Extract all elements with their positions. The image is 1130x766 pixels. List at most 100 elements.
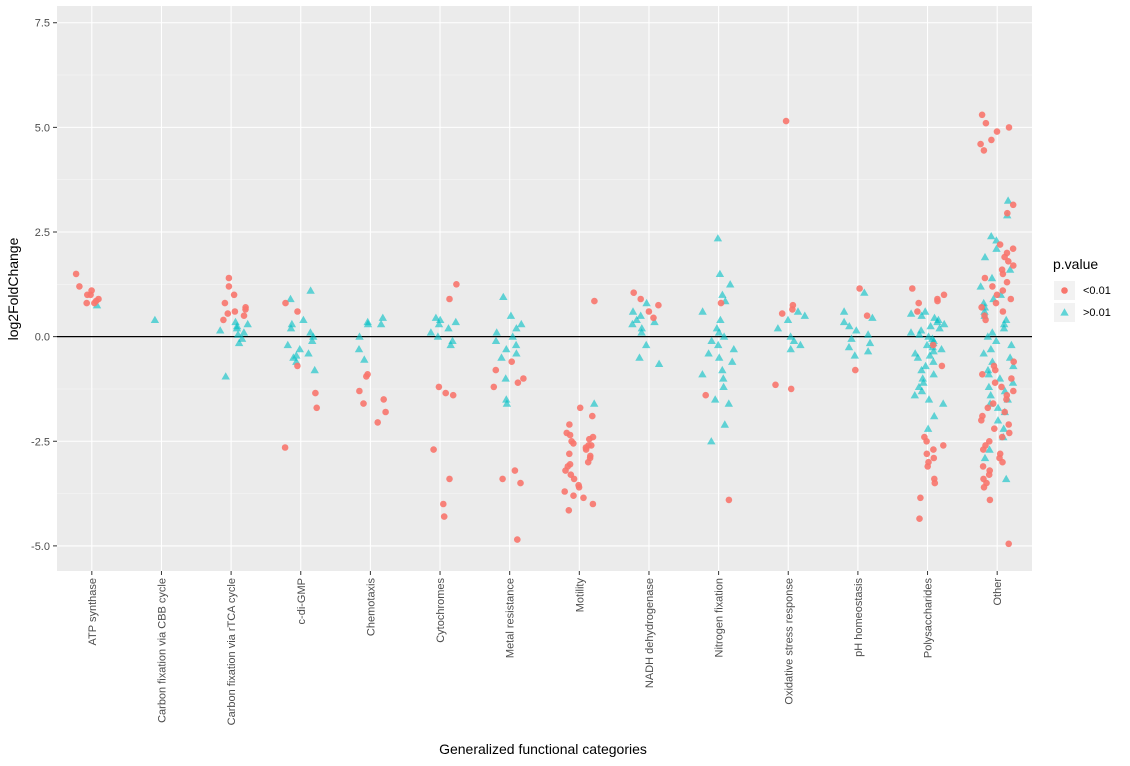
data-point-circle (514, 379, 522, 387)
data-point-circle (863, 312, 871, 320)
data-point-circle (91, 299, 98, 307)
data-point-triangle (502, 395, 511, 403)
data-point-circle (514, 536, 521, 543)
data-point-circle (979, 371, 986, 378)
data-point-circle (294, 308, 301, 315)
data-point-triangle (378, 313, 387, 321)
data-point-triangle (976, 282, 985, 290)
data-point-circle (1007, 295, 1015, 303)
data-point-circle (231, 308, 239, 315)
x-tick-label: Nitrogen fixation (714, 578, 726, 658)
data-point-triangle (984, 382, 994, 390)
data-point-triangle (865, 338, 875, 347)
x-tick-label: c-di-GMP (296, 578, 308, 624)
data-point-circle (916, 515, 923, 522)
data-point-triangle (426, 328, 436, 336)
data-point-triangle (906, 309, 916, 317)
data-point-triangle (436, 315, 445, 323)
data-point-circle (917, 494, 924, 502)
x-tick-label: Polysaccharides (923, 578, 935, 659)
data-point-triangle (839, 317, 849, 326)
data-point-circle (940, 291, 948, 299)
data-point-triangle (512, 349, 521, 357)
data-point-circle (430, 446, 437, 453)
data-point-circle (630, 289, 637, 297)
data-point-triangle (304, 349, 313, 357)
data-point-triangle (729, 345, 738, 353)
data-point-circle (582, 446, 590, 453)
data-point-circle (645, 308, 653, 315)
y-axis-title: log2FoldChange (5, 237, 21, 340)
data-point-triangle (933, 317, 942, 326)
data-point-circle (1004, 209, 1011, 217)
data-point-triangle (309, 332, 318, 340)
data-point-triangle (446, 340, 455, 349)
data-point-triangle (719, 332, 729, 340)
data-point-triangle (234, 338, 244, 347)
data-point-triangle (939, 399, 948, 407)
data-point-triangle (914, 382, 924, 390)
data-point-circle (225, 274, 233, 282)
data-point-circle (977, 140, 984, 148)
data-point-triangle (718, 290, 727, 298)
data-point-circle (360, 400, 367, 407)
data-point-circle (999, 287, 1007, 294)
data-point-triangle (987, 273, 997, 282)
minor-gridlines (57, 74, 1032, 494)
series-high-p (92, 196, 1018, 483)
y-tick-label: -5.0 (31, 541, 50, 553)
data-point-circle (589, 412, 596, 420)
data-point-triangle (444, 324, 453, 332)
data-point-circle (1005, 540, 1012, 548)
data-point-triangle (850, 351, 859, 359)
data-point-triangle (632, 315, 641, 323)
data-point-circle (224, 310, 232, 317)
y-axis: -5.0 -2.5 0.0 2.5 5.0 7.5 (31, 18, 57, 553)
data-point-circle (999, 270, 1007, 278)
data-point-triangle (232, 324, 242, 332)
data-point-triangle (714, 328, 724, 336)
data-point-triangle (517, 319, 526, 328)
data-point-circle (940, 442, 947, 449)
data-point-circle (655, 301, 662, 309)
data-point-circle (929, 341, 937, 349)
data-point-triangle (434, 319, 444, 328)
data-point-circle (984, 404, 992, 412)
x-tick-label: Carbon fixation via CBB cycle (156, 578, 168, 723)
data-point-triangle (984, 370, 993, 378)
x-tick-label: Oxidative stress response (783, 578, 795, 705)
data-point-triangle (295, 345, 304, 353)
data-point-triangle (992, 244, 1001, 252)
data-point-circle (923, 450, 931, 458)
data-points (72, 111, 1018, 548)
data-point-circle (852, 366, 859, 374)
data-point-circle (998, 433, 1006, 441)
data-point-circle (989, 283, 996, 290)
data-point-triangle (924, 395, 934, 403)
y-tick-label: 2.5 (35, 227, 50, 239)
data-point-triangle (707, 437, 716, 445)
data-point-circle (356, 387, 363, 395)
data-point-circle (1009, 201, 1017, 209)
data-point-triangle (910, 391, 919, 399)
data-point-triangle (839, 307, 849, 315)
data-point-circle (725, 496, 733, 504)
data-point-circle (565, 507, 573, 514)
data-point-triangle (1000, 319, 1009, 328)
data-point-circle (978, 111, 986, 119)
data-point-triangle (987, 232, 996, 240)
data-point-circle (1010, 262, 1017, 269)
data-point-circle (988, 136, 995, 144)
data-point-triangle (628, 307, 638, 315)
data-point-circle (584, 458, 592, 466)
data-point-triangle (502, 345, 511, 353)
data-point-triangle (698, 370, 707, 378)
data-point-circle (993, 291, 1001, 299)
data-point-triangle (501, 374, 510, 382)
x-tick-label: Cytochromes (435, 578, 447, 643)
data-point-circle (440, 513, 448, 520)
data-point-circle (586, 435, 593, 443)
data-point-triangle (863, 347, 873, 355)
data-point-triangle (150, 315, 160, 323)
data-point-circle (1009, 245, 1017, 252)
